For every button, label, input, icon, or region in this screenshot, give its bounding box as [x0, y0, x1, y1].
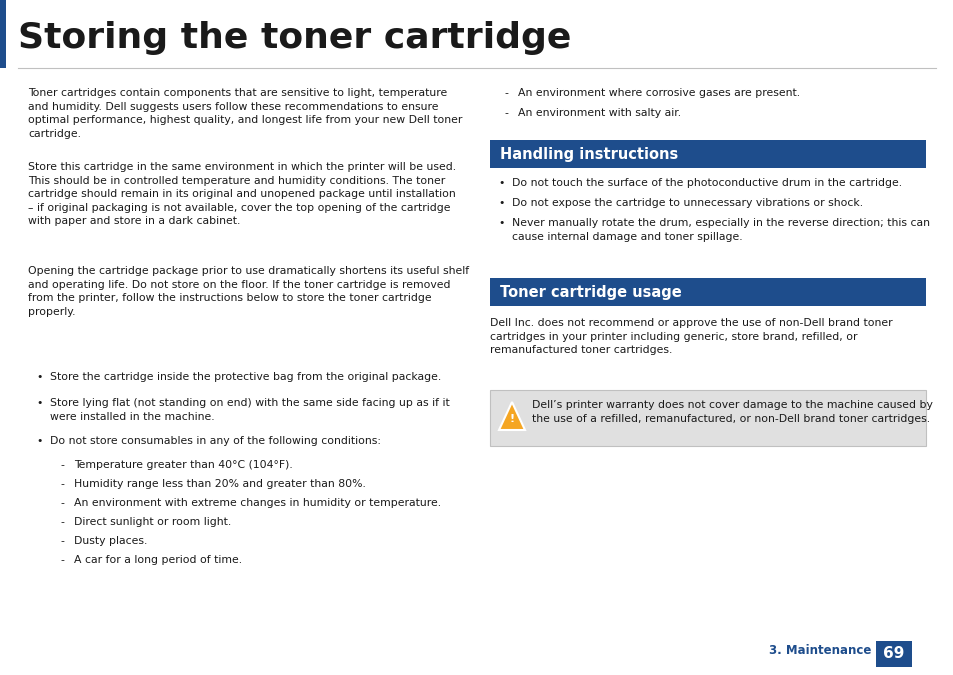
- Text: A car for a long period of time.: A car for a long period of time.: [74, 555, 242, 565]
- Text: Store this cartridge in the same environment in which the printer will be used.
: Store this cartridge in the same environ…: [28, 162, 456, 226]
- Text: 3. Maintenance: 3. Maintenance: [768, 645, 870, 657]
- Polygon shape: [498, 402, 524, 430]
- Text: Dusty places.: Dusty places.: [74, 536, 147, 546]
- Bar: [490, 140, 925, 168]
- Text: -: -: [60, 460, 64, 470]
- Text: Dell’s printer warranty does not cover damage to the machine caused by
the use o: Dell’s printer warranty does not cover d…: [532, 400, 932, 424]
- Text: Never manually rotate the drum, especially in the reverse direction; this can
ca: Never manually rotate the drum, especial…: [512, 218, 929, 242]
- Text: -: -: [60, 536, 64, 546]
- Text: -: -: [60, 498, 64, 508]
- Text: An environment with extreme changes in humidity or temperature.: An environment with extreme changes in h…: [74, 498, 440, 508]
- Text: Opening the cartridge package prior to use dramatically shortens its useful shel: Opening the cartridge package prior to u…: [28, 266, 469, 317]
- Text: Store the cartridge inside the protective bag from the original package.: Store the cartridge inside the protectiv…: [50, 372, 441, 382]
- Text: Storing the toner cartridge: Storing the toner cartridge: [18, 21, 571, 55]
- Text: •: •: [36, 398, 42, 408]
- Text: -: -: [60, 479, 64, 489]
- Text: -: -: [60, 555, 64, 565]
- Text: Handling instructions: Handling instructions: [499, 146, 678, 161]
- Text: !: !: [509, 414, 514, 424]
- Text: Toner cartridge usage: Toner cartridge usage: [499, 284, 681, 300]
- Text: -: -: [503, 88, 507, 98]
- Text: -: -: [503, 108, 507, 118]
- Text: Store lying flat (not standing on end) with the same side facing up as if it
wer: Store lying flat (not standing on end) w…: [50, 398, 449, 422]
- Text: Do not expose the cartridge to unnecessary vibrations or shock.: Do not expose the cartridge to unnecessa…: [512, 198, 862, 208]
- Text: Temperature greater than 40°C (104°F).: Temperature greater than 40°C (104°F).: [74, 460, 293, 470]
- Text: •: •: [36, 436, 42, 446]
- Text: An environment with salty air.: An environment with salty air.: [517, 108, 680, 118]
- Text: 69: 69: [882, 647, 903, 662]
- Text: -: -: [60, 517, 64, 527]
- Bar: [490, 278, 925, 306]
- Bar: [490, 390, 925, 446]
- Text: •: •: [497, 218, 504, 228]
- Text: Toner cartridges contain components that are sensitive to light, temperature
and: Toner cartridges contain components that…: [28, 88, 462, 139]
- Text: An environment where corrosive gases are present.: An environment where corrosive gases are…: [517, 88, 800, 98]
- Text: Do not store consumables in any of the following conditions:: Do not store consumables in any of the f…: [50, 436, 380, 446]
- Text: •: •: [497, 198, 504, 208]
- Bar: [0, 0, 6, 68]
- Text: •: •: [497, 178, 504, 188]
- Text: •: •: [36, 372, 42, 382]
- Text: Humidity range less than 20% and greater than 80%.: Humidity range less than 20% and greater…: [74, 479, 366, 489]
- Bar: [875, 641, 911, 667]
- Text: Direct sunlight or room light.: Direct sunlight or room light.: [74, 517, 231, 527]
- Text: Do not touch the surface of the photoconductive drum in the cartridge.: Do not touch the surface of the photocon…: [512, 178, 902, 188]
- Text: Dell Inc. does not recommend or approve the use of non-Dell brand toner
cartridg: Dell Inc. does not recommend or approve …: [490, 318, 892, 355]
